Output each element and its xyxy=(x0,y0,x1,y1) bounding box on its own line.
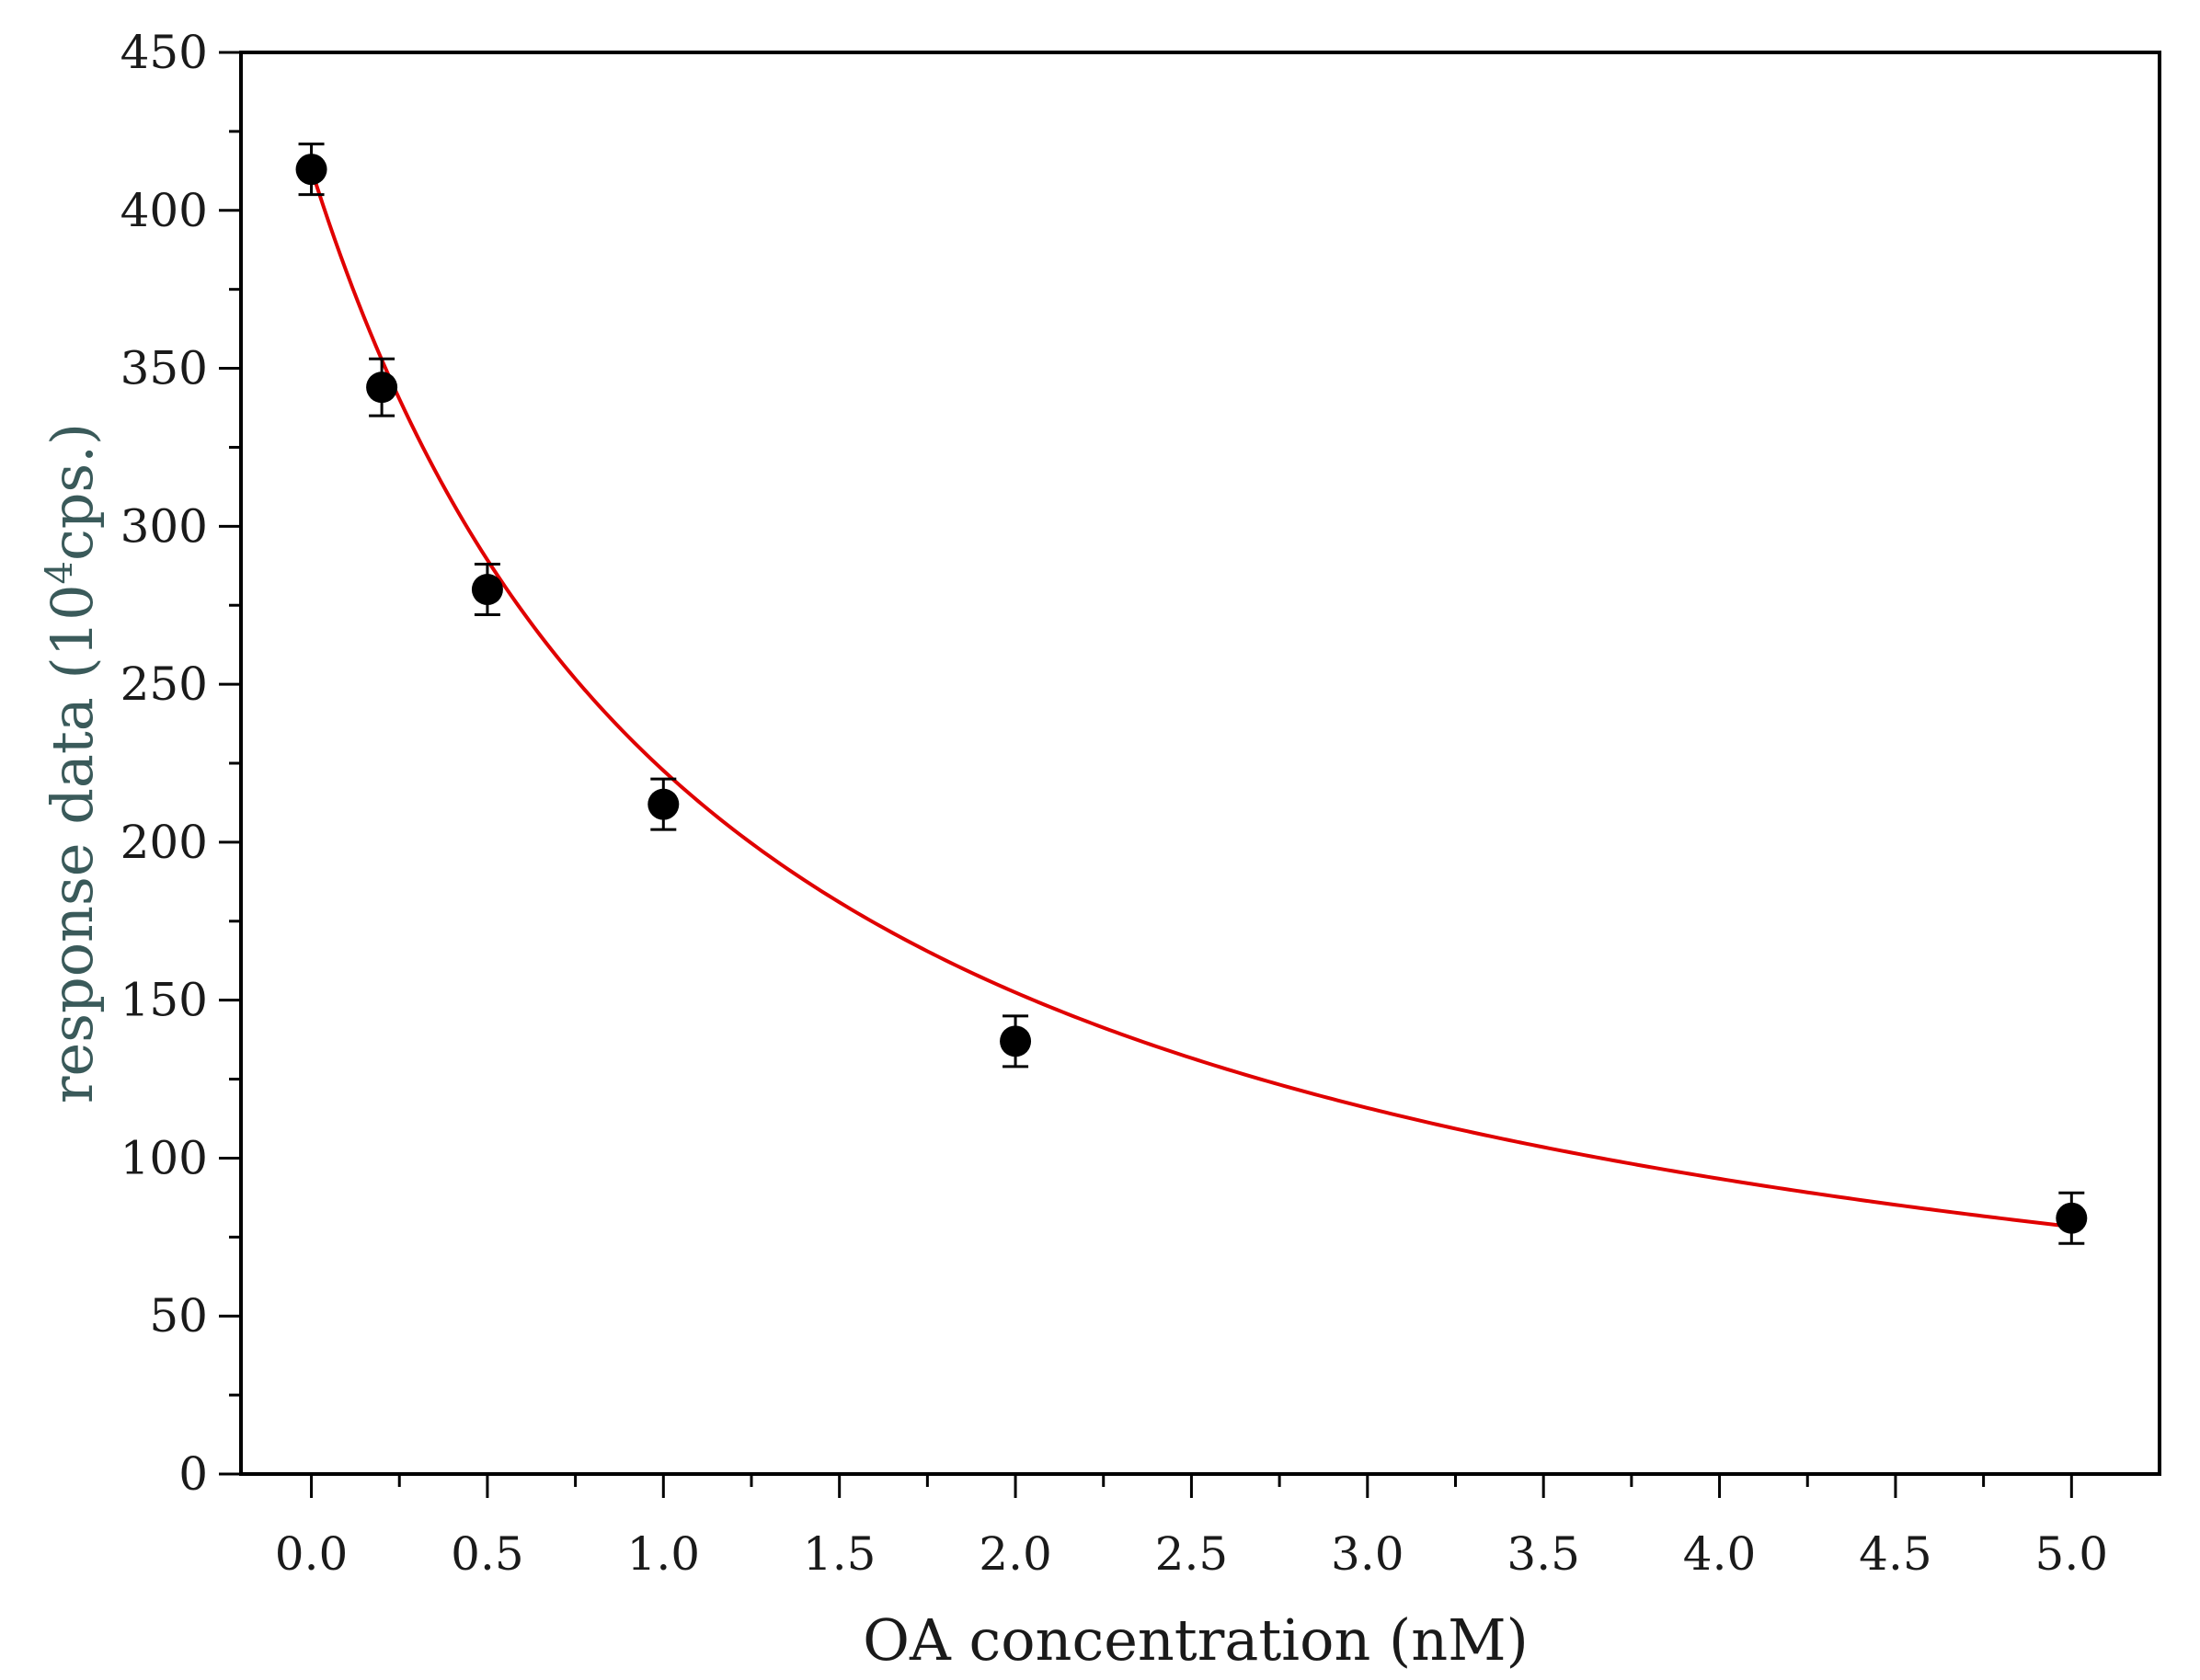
y-tick-label: 450 xyxy=(120,26,208,79)
data-point-group xyxy=(471,563,503,617)
ticks xyxy=(219,51,2073,1498)
y-tick-label: 300 xyxy=(120,499,208,553)
y-axis-title-tail: cps.) xyxy=(39,423,106,561)
data-point-group xyxy=(647,777,680,831)
y-tick-label: 50 xyxy=(149,1289,208,1343)
y-tick-labels: 0 50 100 150 200 250 300 350 400 450 xyxy=(120,26,208,1501)
data-point-group xyxy=(366,357,398,417)
x-tick-label: 3.0 xyxy=(1331,1527,1404,1581)
x-tick-label: 0.0 xyxy=(275,1527,349,1581)
data-point-group xyxy=(1000,1014,1032,1069)
x-axis-title: OA concentration (nM) xyxy=(863,1606,1529,1674)
y-axis-title-main: response data (10 xyxy=(39,584,106,1103)
data-points xyxy=(295,143,2088,1245)
data-point xyxy=(471,574,503,606)
data-point xyxy=(295,154,327,186)
x-tick-label: 2.5 xyxy=(1155,1527,1229,1581)
data-point-group xyxy=(295,143,327,197)
data-point xyxy=(366,371,398,404)
y-tick-label: 350 xyxy=(120,342,208,395)
x-tick-label: 1.0 xyxy=(627,1527,701,1581)
x-tick-label: 4.5 xyxy=(1859,1527,1932,1581)
x-tick-label: 4.0 xyxy=(1683,1527,1757,1581)
y-tick-label: 200 xyxy=(120,816,208,869)
plot-frame xyxy=(239,51,2161,1476)
x-tick-label: 1.5 xyxy=(803,1527,877,1581)
y-tick-label: 150 xyxy=(120,974,208,1027)
x-tick-label: 5.0 xyxy=(2035,1527,2109,1581)
data-point-group xyxy=(2056,1191,2088,1245)
data-point xyxy=(647,788,680,820)
x-tick-label: 3.5 xyxy=(1507,1527,1580,1581)
y-tick-label: 100 xyxy=(120,1131,208,1184)
y-tick-label: 250 xyxy=(120,657,208,711)
data-point xyxy=(1000,1025,1032,1057)
axes xyxy=(239,51,2161,1476)
fit-curve-group xyxy=(309,168,2072,1229)
y-tick-label: 0 xyxy=(178,1447,208,1501)
x-tick-label: 0.5 xyxy=(451,1527,524,1581)
y-axis-title-superscript: 4 xyxy=(39,561,81,584)
y-tick-label: 400 xyxy=(120,184,208,237)
x-tick-label: 2.0 xyxy=(979,1527,1052,1581)
y-axis-title: response data (104cps.) xyxy=(39,423,106,1103)
data-point xyxy=(2056,1202,2088,1234)
fit-curve xyxy=(309,168,2072,1229)
x-tick-labels: 0.0 0.5 1.0 1.5 2.0 2.5 3.0 3.5 4.0 4.5 5.0 xyxy=(275,1527,2108,1581)
